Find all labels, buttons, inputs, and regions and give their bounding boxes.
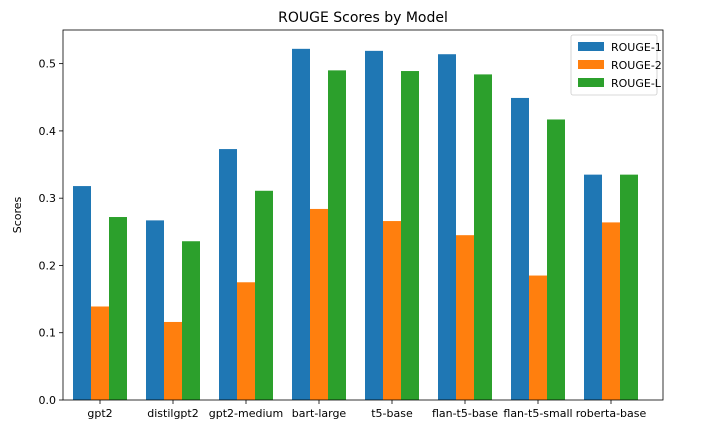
bar-rouge-1-roberta-base: [584, 174, 602, 400]
legend-label-rouge-1: ROUGE-1: [611, 41, 662, 54]
bar-rouge-1-bart-large: [292, 48, 310, 400]
x-tick-label: gpt2-medium: [209, 407, 283, 420]
y-tick-label: 0.0: [39, 394, 57, 407]
y-axis-ticks: 0.0 0.1 0.2 0.3 0.4 0.5: [39, 58, 63, 407]
x-tick-label: gpt2: [87, 407, 112, 420]
legend-swatch-rouge-2: [578, 60, 604, 69]
bar-rouge-2-roberta-base: [602, 222, 620, 400]
bar-rouge-2-bart-large: [310, 208, 328, 400]
x-tick-label: distilgpt2: [147, 407, 198, 420]
bar-rouge-l-t5-base: [401, 71, 419, 400]
bar-rouge-1-flan-t5-base: [438, 54, 456, 401]
legend-label-rouge-l: ROUGE-L: [611, 77, 662, 90]
legend-label-rouge-2: ROUGE-2: [611, 59, 662, 72]
y-tick-label: 0.5: [39, 58, 57, 71]
plot-frame: [62, 29, 664, 401]
y-tick-label: 0.3: [39, 192, 57, 205]
bar-rouge-1-gpt2-medium: [219, 149, 237, 400]
y-tick-label: 0.2: [39, 259, 57, 272]
bar-rouge-1-flan-t5-small: [511, 97, 529, 400]
bar-rouge-l-roberta-base: [620, 174, 638, 400]
legend: ROUGE-1 ROUGE-2 ROUGE-L: [570, 34, 662, 96]
y-axis-label: Scores: [11, 196, 24, 233]
x-axis-ticks: gpt2 distilgpt2 gpt2-medium bart-large t5-ba…: [87, 400, 646, 420]
bar-rouge-l-distilgpt2: [182, 241, 200, 400]
bars-group: [73, 48, 638, 401]
x-tick-label: roberta-base: [576, 407, 647, 420]
bar-rouge-l-flan-t5-small: [547, 119, 565, 401]
bar-rouge-l-flan-t5-base: [474, 74, 492, 401]
legend-swatch-rouge-l: [578, 78, 604, 87]
bar-rouge-2-distilgpt2: [164, 321, 182, 400]
bar-rouge-l-gpt2-medium: [255, 190, 273, 400]
bar-rouge-2-gpt2-medium: [237, 282, 255, 400]
y-tick-label: 0.4: [39, 125, 57, 138]
bar-rouge-2-gpt2: [91, 306, 109, 400]
bar-rouge-2-flan-t5-base: [456, 235, 474, 400]
bar-rouge-l-gpt2: [109, 217, 127, 400]
bar-rouge-2-flan-t5-small: [529, 275, 547, 400]
bar-rouge-2-t5-base: [383, 221, 401, 400]
bar-rouge-1-distilgpt2: [146, 220, 164, 400]
bar-rouge-l-bart-large: [328, 70, 346, 400]
chart-title: ROUGE Scores by Model: [278, 10, 448, 26]
x-tick-label: t5-base: [371, 407, 413, 420]
x-tick-label: flan-t5-base: [432, 407, 498, 420]
x-tick-label: flan-t5-small: [503, 407, 572, 420]
bar-rouge-1-gpt2: [73, 186, 91, 400]
x-tick-label: bart-large: [292, 407, 347, 420]
y-tick-label: 0.1: [39, 327, 57, 340]
legend-swatch-rouge-1: [578, 42, 604, 51]
bar-rouge-1-t5-base: [365, 50, 383, 400]
